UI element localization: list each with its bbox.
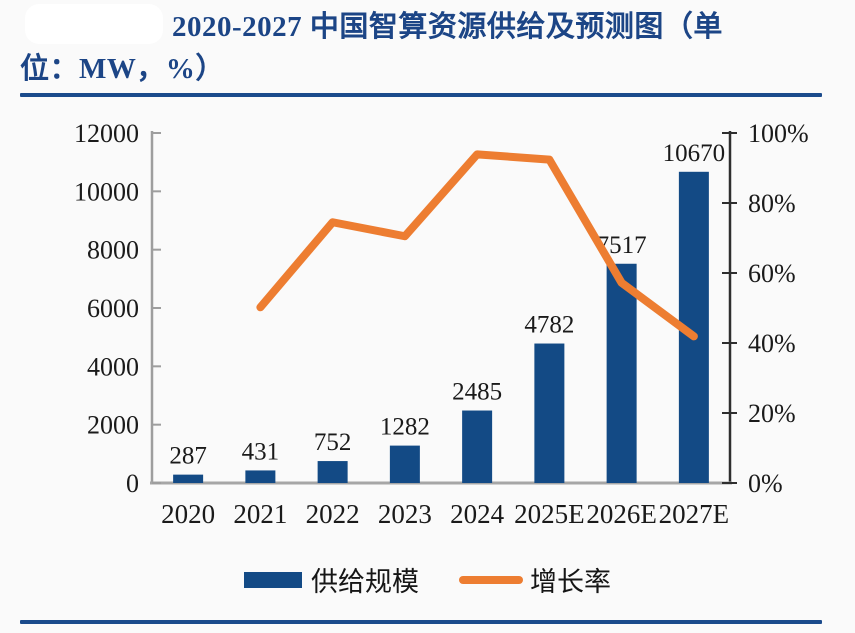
x-category-label: 2020 [161, 499, 215, 529]
x-category-label: 2021 [233, 499, 287, 529]
chart-title: 2020-2027 中国智算资源供给及预测图（单 位：MW，%） [20, 6, 825, 90]
combo-bar-line-chart: 0 2000 4000 6000 8000 10000 12000 0% 20% 40% 60% 80… [74, 119, 809, 529]
chart-legend: 供给规模 增长率 [0, 560, 855, 599]
bar-value-label: 752 [314, 429, 352, 456]
supply-bar [389, 445, 420, 483]
y-axis-tick-label: 10000 [74, 177, 139, 206]
pct-axis-tick-label: 80% [748, 189, 796, 218]
supply-bar [462, 410, 493, 483]
y-axis-tick-label: 2000 [87, 411, 139, 440]
pct-axis-tick-label: 60% [748, 259, 796, 288]
supply-bar [245, 470, 276, 483]
bar-value-label: 431 [242, 438, 280, 465]
x-category-label: 2022 [306, 499, 360, 529]
legend-label-supply: 供给规模 [311, 567, 419, 597]
bar-value-label: 2485 [452, 379, 502, 406]
bar-series-swatch [244, 571, 302, 588]
x-category-label: 2024 [450, 499, 505, 529]
bar-value-label: 1282 [380, 414, 430, 441]
footer-divider-line [20, 620, 822, 624]
y-axis-tick-label: 4000 [87, 352, 139, 381]
legend-item-supply: 供给规模 [244, 560, 419, 599]
growth-rate-line [256, 150, 698, 341]
line-series-swatch [459, 575, 523, 584]
y-axis-tick-label: 8000 [87, 236, 139, 265]
pct-axis-tick-label: 40% [748, 329, 796, 358]
pct-axis-tick-label: 0% [748, 469, 783, 498]
chart-title-line1: 2020-2027 中国智算资源供给及预测图（单 [172, 11, 723, 43]
legend-label-growth: 增长率 [530, 567, 611, 597]
supply-bar [173, 474, 204, 483]
x-category-label: 2023 [378, 499, 432, 529]
y-axis-tick-label: 6000 [87, 294, 139, 323]
pct-axis-tick-label: 20% [748, 399, 796, 428]
y-axis-tick-label: 0 [126, 469, 139, 498]
bar-value-label: 4782 [524, 312, 574, 339]
y-axis-tick-label: 12000 [74, 119, 139, 148]
legend-item-growth: 增长率 [459, 560, 611, 599]
x-category-label: 2026E [586, 499, 657, 529]
supply-bar [534, 343, 565, 483]
supply-bar [317, 461, 348, 483]
chart-title-line2: 位：MW，%） [20, 53, 225, 85]
erased-logo-placeholder [25, 4, 163, 44]
supply-bar [606, 263, 637, 483]
pct-axis-tick-label: 100% [748, 119, 809, 148]
x-category-label: 2025E [514, 499, 585, 529]
x-category-label: 2027E [659, 499, 730, 529]
bar-value-label: 10670 [663, 140, 726, 167]
title-divider-line [20, 93, 822, 97]
bar-value-label: 287 [169, 443, 207, 470]
